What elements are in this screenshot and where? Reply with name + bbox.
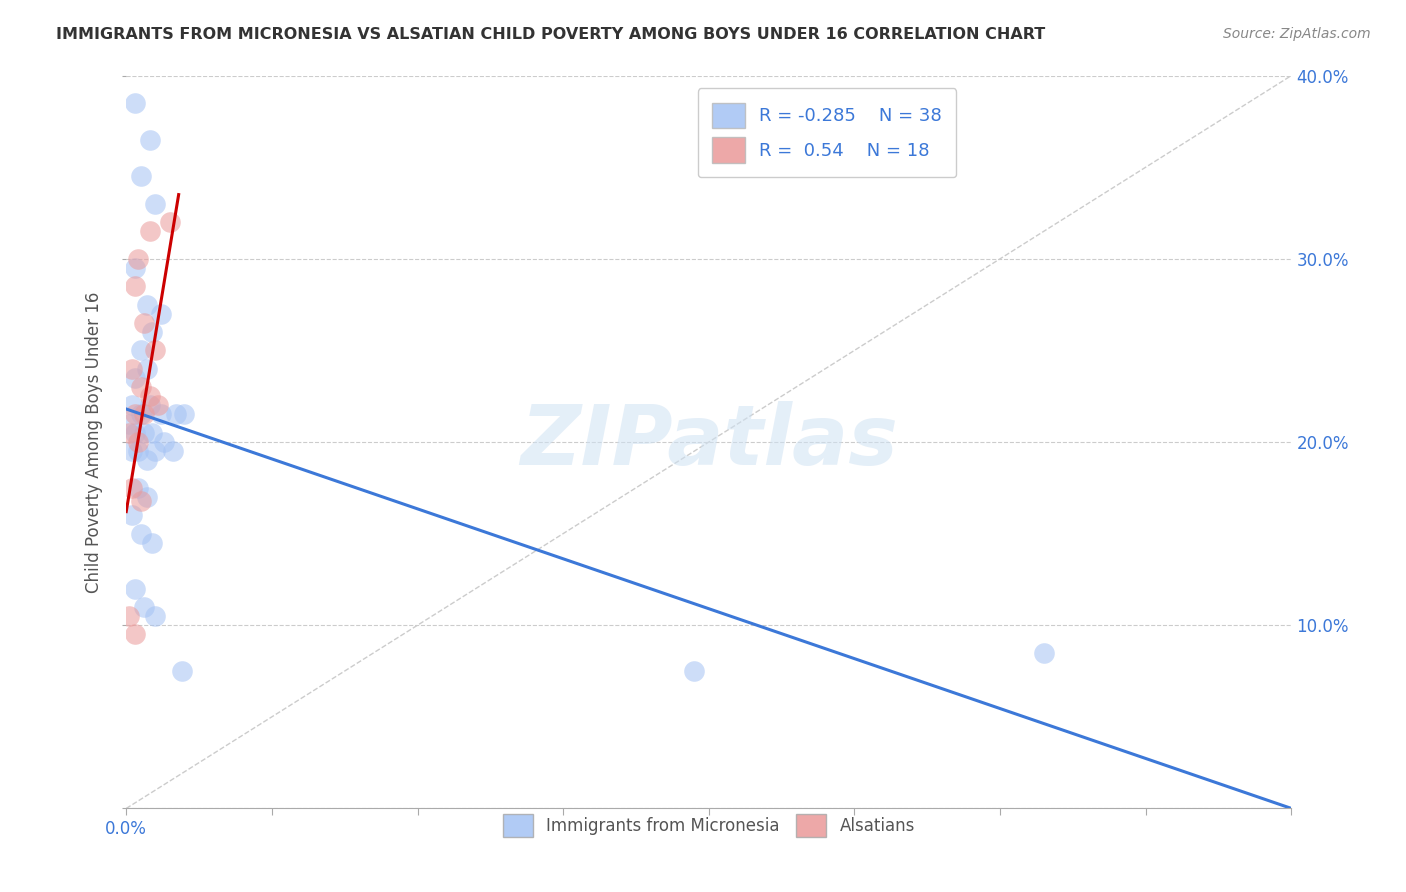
Point [118,425,141,440]
Point [124,260,146,275]
Point [135,490,157,504]
Point [141,535,163,549]
Point [129,526,152,541]
Point [150,307,173,321]
Point [121,481,143,495]
Point [148,398,170,412]
Point [138,133,160,147]
Point [121,398,143,412]
Point [135,453,157,467]
Point [143,444,166,458]
Point [141,425,163,440]
Point [132,316,155,330]
Point [129,493,152,508]
Point [1032,646,1054,660]
Point [138,224,160,238]
Point [138,398,160,412]
Y-axis label: Child Poverty Among Boys Under 16: Child Poverty Among Boys Under 16 [86,292,103,592]
Point [118,417,141,431]
Point [162,444,184,458]
Point [124,95,146,110]
Text: IMMIGRANTS FROM MICRONESIA VS ALSATIAN CHILD POVERTY AMONG BOYS UNDER 16 CORRELA: IMMIGRANTS FROM MICRONESIA VS ALSATIAN C… [56,27,1046,42]
Point [135,297,157,311]
Point [143,196,166,211]
Point [143,343,166,358]
Point [132,599,155,614]
Point [127,444,149,458]
Point [127,434,149,449]
Point [132,408,155,422]
Point [124,371,146,385]
Point [121,508,143,523]
Point [124,627,146,641]
Point [127,252,149,266]
Point [129,380,152,394]
Point [143,609,166,624]
Point [173,408,195,422]
Point [121,444,143,458]
Point [141,325,163,339]
Point [138,389,160,403]
Point [135,361,157,376]
Point [118,609,141,624]
Point [159,215,181,229]
Point [124,279,146,293]
Point [121,361,143,376]
Point [683,664,706,678]
Point [124,425,146,440]
Point [153,434,176,449]
Point [150,408,173,422]
Point [132,425,155,440]
Text: Source: ZipAtlas.com: Source: ZipAtlas.com [1223,27,1371,41]
Point [129,408,152,422]
Point [129,169,152,184]
Text: ZIPatlas: ZIPatlas [520,401,898,483]
Point [124,408,146,422]
Point [124,582,146,596]
Point [170,664,193,678]
Point [129,343,152,358]
Point [165,408,187,422]
Legend: Immigrants from Micronesia, Alsatians: Immigrants from Micronesia, Alsatians [496,807,921,844]
Point [127,481,149,495]
